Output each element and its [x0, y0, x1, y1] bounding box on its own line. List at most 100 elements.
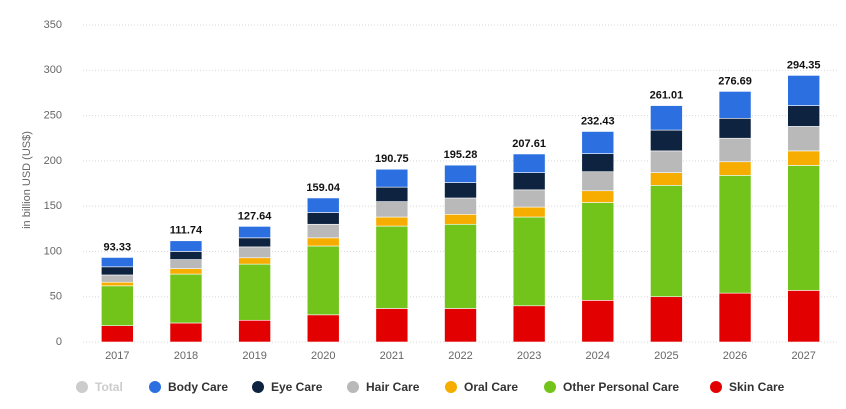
y-tick-label: 350: [44, 19, 62, 31]
bar-segment: [238, 257, 271, 265]
bar-segment: [581, 190, 615, 203]
bar-segment: [444, 223, 477, 309]
total-label: 195.28: [444, 149, 478, 161]
bar-segment: [787, 165, 820, 291]
x-tick-label: 2023: [517, 350, 541, 362]
legend-marker[interactable]: [252, 381, 264, 393]
bar-segment: [787, 75, 820, 106]
legend-marker[interactable]: [445, 381, 457, 393]
bar-segment: [650, 105, 683, 131]
bar-segment: [444, 308, 477, 343]
bar-segment: [375, 168, 409, 188]
x-tick-label: 2018: [174, 350, 198, 362]
legend-marker[interactable]: [149, 381, 161, 393]
bar-segment: [169, 259, 203, 269]
bar-segment: [581, 202, 615, 301]
x-tick-label: 2025: [654, 350, 678, 362]
bar-segment: [238, 226, 271, 239]
x-tick-label: 2024: [586, 350, 610, 362]
legend-marker[interactable]: [347, 381, 359, 393]
bar-segment: [650, 296, 683, 343]
bar-segment: [169, 268, 203, 275]
bar-segment: [787, 150, 820, 166]
legend-label[interactable]: Eye Care: [271, 380, 323, 394]
bar-segment: [444, 197, 477, 215]
bar-segment: [444, 182, 477, 199]
y-tick-label: 300: [44, 64, 62, 76]
bar-segment: [306, 237, 340, 247]
total-label: 261.01: [650, 90, 684, 102]
bar-segment: [444, 213, 477, 225]
legend-label[interactable]: Skin Care: [729, 380, 785, 394]
bar-segment: [512, 172, 546, 191]
bar-segment: [787, 126, 820, 152]
bar-segment: [581, 131, 615, 154]
y-tick-label: 200: [44, 155, 62, 167]
bar-segment: [306, 212, 340, 225]
x-tick-label: 2026: [723, 350, 747, 362]
x-tick-label: 2027: [791, 350, 815, 362]
bar-segment: [650, 129, 683, 152]
bar-segment: [306, 314, 340, 343]
bar-segment: [238, 263, 271, 321]
bar-segment: [375, 201, 409, 218]
bar-segment: [444, 164, 477, 183]
bar-segment: [512, 189, 546, 208]
total-label: 190.75: [375, 153, 409, 165]
bar-segment: [306, 223, 340, 239]
legend-label[interactable]: Body Care: [168, 380, 228, 394]
bar-segment: [581, 153, 615, 173]
bar-segment: [375, 186, 409, 202]
bar-segment: [581, 300, 615, 343]
bar-segment: [512, 206, 546, 218]
total-label: 207.61: [512, 138, 546, 150]
total-label: 232.43: [581, 115, 615, 127]
bar-segment: [718, 292, 752, 343]
total-label: 294.35: [787, 59, 821, 71]
bar-segment: [718, 161, 752, 176]
total-label: 111.74: [170, 225, 203, 237]
bar-segment: [169, 273, 203, 324]
legend-label[interactable]: Oral Care: [464, 380, 518, 394]
bar-segment: [650, 150, 683, 173]
bar-segment: [375, 216, 409, 227]
total-label: 93.33: [104, 241, 132, 253]
bar-segment: [375, 308, 409, 343]
bar-segment: [238, 246, 271, 259]
x-tick-label: 2021: [380, 350, 404, 362]
bar-segment: [101, 274, 134, 283]
legend-label[interactable]: Hair Care: [366, 380, 420, 394]
bar-segment: [718, 175, 752, 294]
bar-segment: [650, 172, 683, 186]
x-tick-label: 2019: [242, 350, 266, 362]
y-tick-label: 150: [44, 200, 62, 212]
legend-marker[interactable]: [710, 381, 722, 393]
bar-segment: [512, 305, 546, 343]
bar-segment: [718, 91, 752, 119]
bar-segment: [718, 117, 752, 139]
legend-label[interactable]: Total: [95, 380, 123, 394]
total-label: 127.64: [238, 210, 273, 222]
bar-segment: [169, 240, 203, 252]
legend-label[interactable]: Other Personal Care: [563, 380, 679, 394]
bar-segment: [306, 197, 340, 213]
bar-segment: [718, 137, 752, 163]
bar-segment: [101, 266, 134, 276]
bar-segment: [238, 237, 271, 248]
y-tick-label: 50: [50, 291, 62, 303]
x-tick-label: 2020: [311, 350, 335, 362]
bar-segment: [787, 105, 820, 127]
bar-segment: [101, 285, 134, 326]
y-tick-label: 0: [56, 336, 62, 348]
total-label: 159.04: [306, 182, 341, 194]
bar-segment: [787, 290, 820, 343]
bar-segment: [306, 245, 340, 316]
x-tick-label: 2017: [105, 350, 129, 362]
legend-marker[interactable]: [544, 381, 556, 393]
y-axis-title: in billion USD (US$): [21, 131, 33, 229]
bar-segment: [375, 225, 409, 309]
legend-marker[interactable]: [76, 381, 88, 393]
bar-segment: [650, 185, 683, 298]
bar-segment: [101, 257, 134, 268]
